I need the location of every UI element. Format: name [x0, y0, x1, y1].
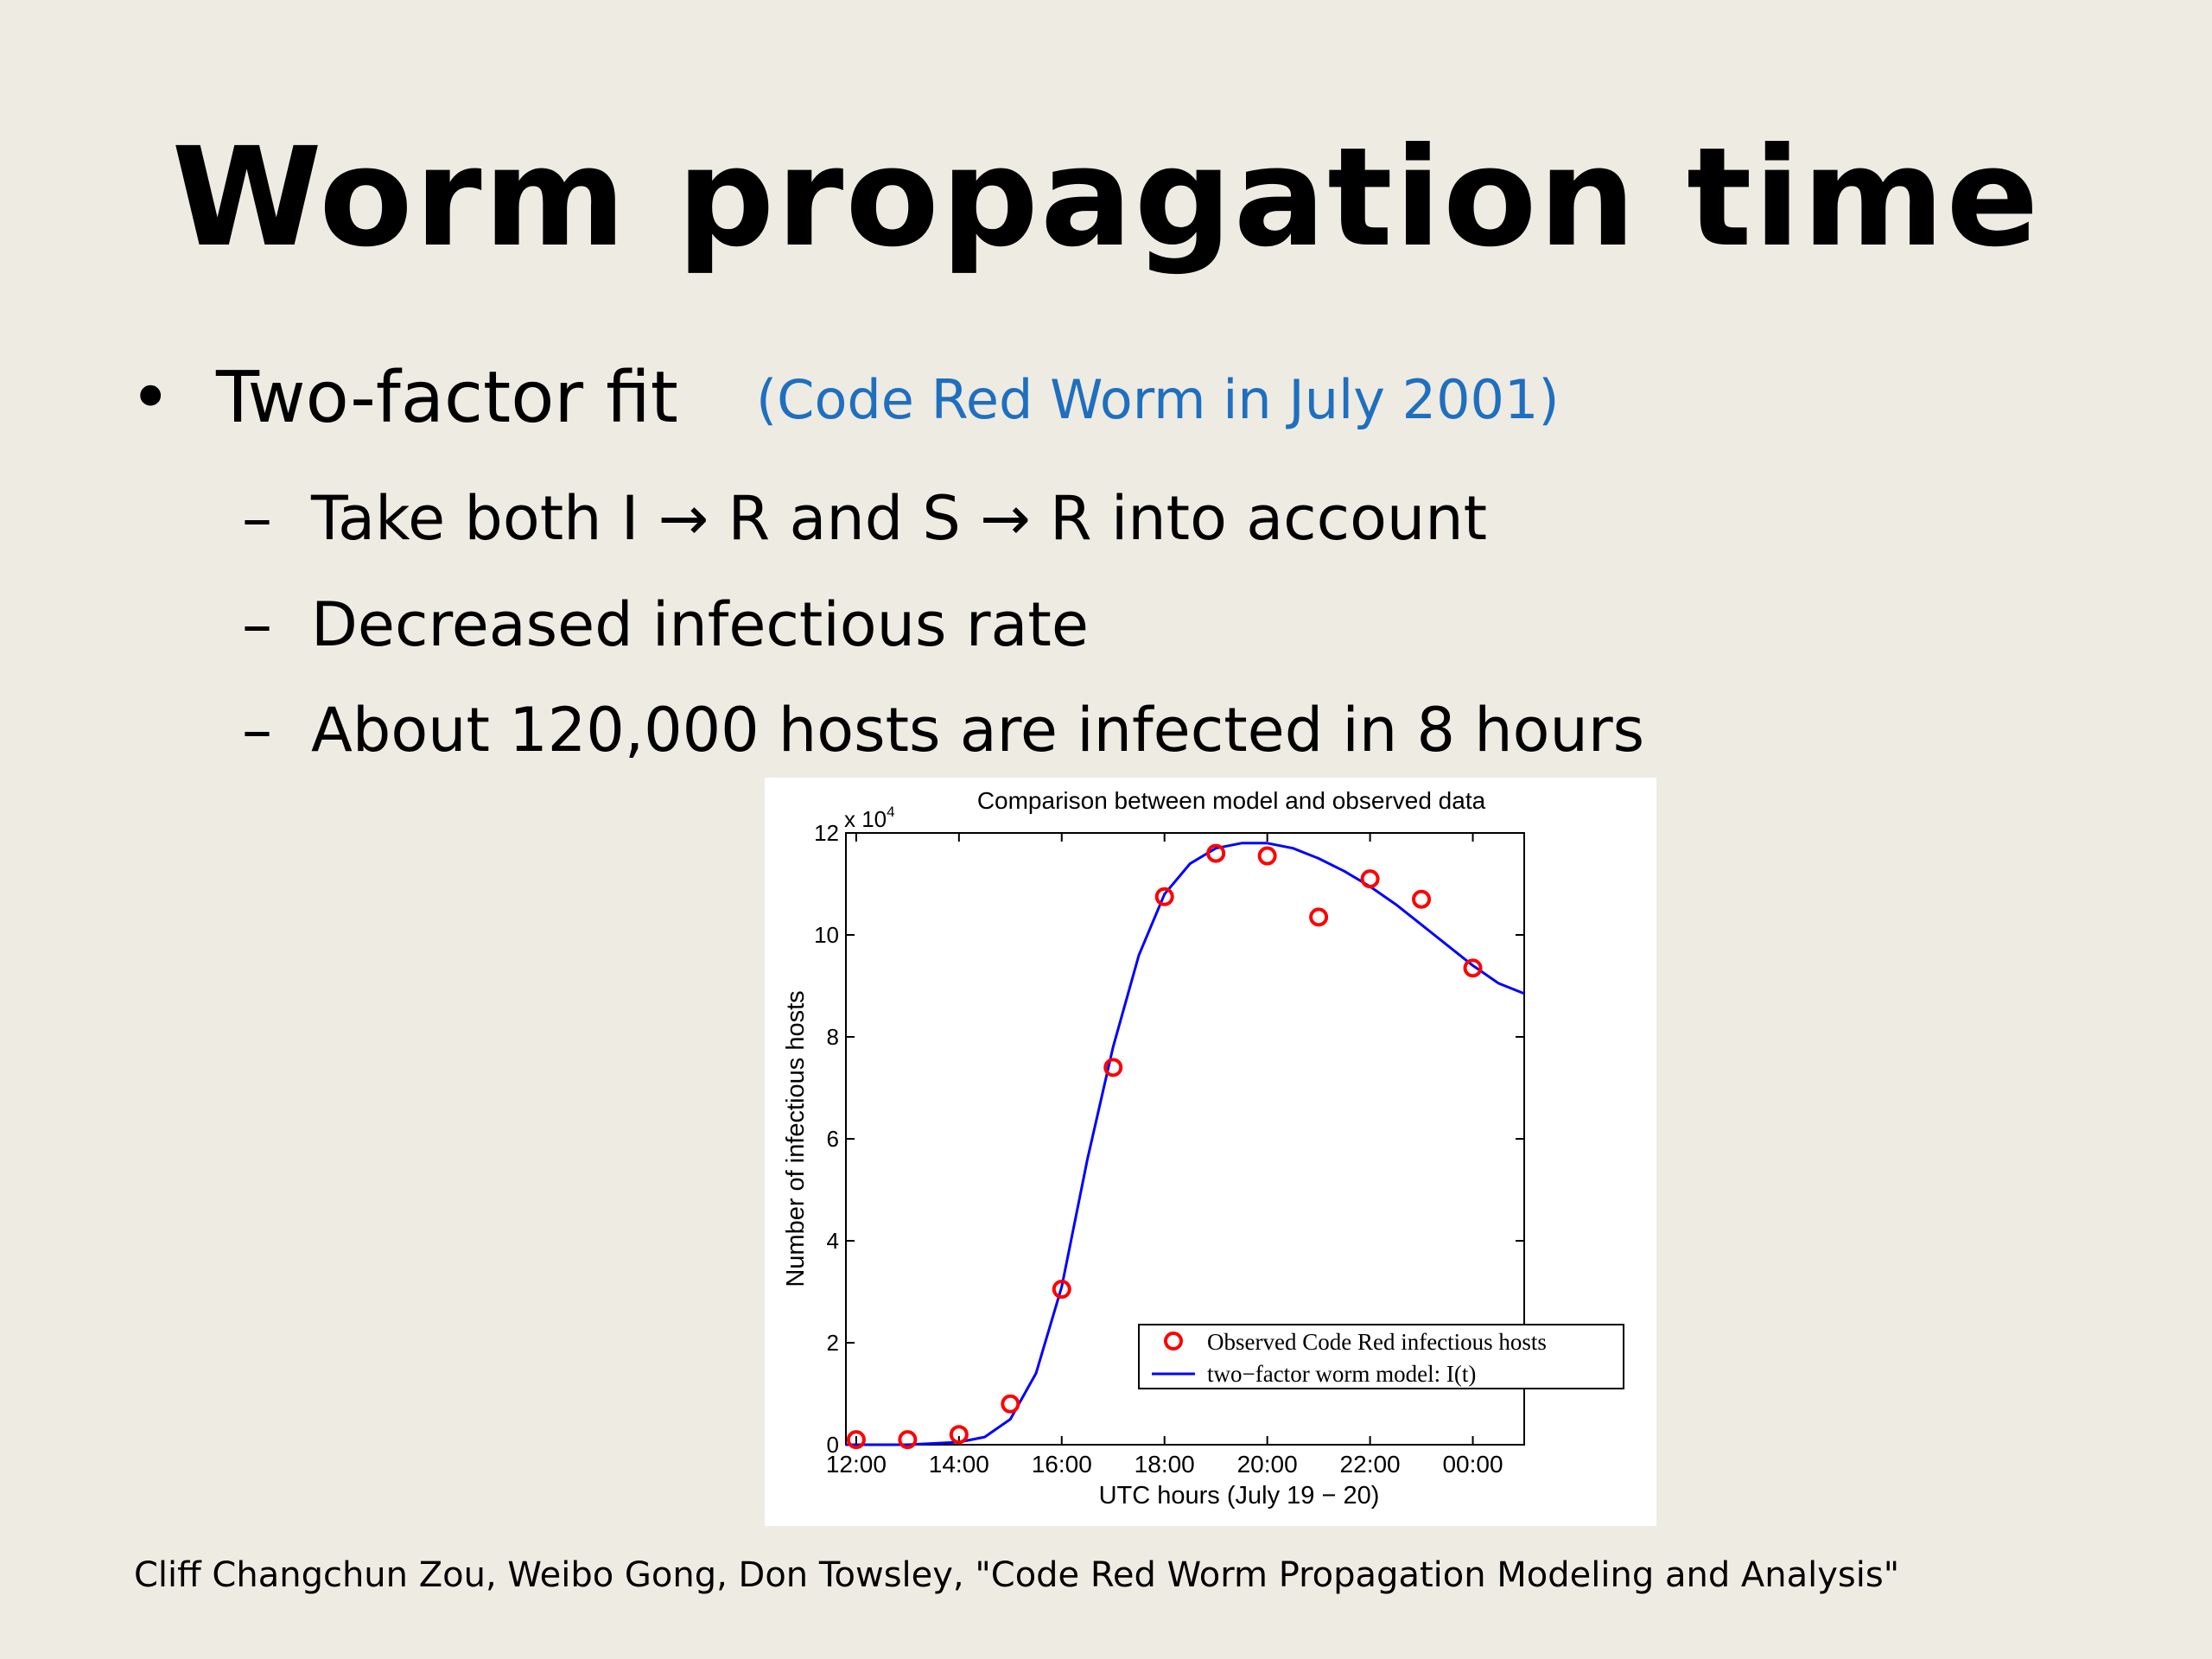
- y-tick-label: 0: [827, 1432, 839, 1458]
- sub-bullet: – Take both I → R and S → R into account: [242, 488, 1487, 549]
- x-tick-label: 16:00: [1032, 1451, 1092, 1478]
- legend-label-observed: Observed Code Red infectious hosts: [1207, 1329, 1547, 1355]
- bullet-main: • Two-factor fit (Code Red Worm in July 20…: [130, 363, 1560, 434]
- y-tick-label: 12: [814, 820, 839, 846]
- observed-point: [1052, 1280, 1071, 1300]
- chart-title: Comparison between model and observed da…: [977, 787, 1486, 814]
- observed-point: [1206, 843, 1226, 863]
- sub-bullet-dash: –: [242, 589, 272, 660]
- sub-bullet: – Decreased infectious rate: [242, 594, 1089, 655]
- observed-point: [846, 1430, 866, 1450]
- y-tick-label: 10: [814, 922, 839, 948]
- y-tick-label: 2: [827, 1330, 839, 1356]
- sub-bullet-text: About 120,000 hosts are infected in 8 ho…: [311, 695, 1645, 766]
- observed-point: [1360, 869, 1380, 889]
- observed-point: [1001, 1394, 1020, 1414]
- x-tick-label: 18:00: [1135, 1451, 1195, 1478]
- citation: Cliff Changchun Zou, Weibo Gong, Don Tow…: [134, 1555, 1900, 1595]
- bullet-main-text: Two-factor fit: [216, 357, 678, 439]
- legend: Observed Code Red infectious hosts two−f…: [1138, 1324, 1624, 1389]
- sub-bullet: – About 120,000 hosts are infected in 8 h…: [242, 700, 1644, 760]
- y-tick-label: 8: [827, 1024, 839, 1050]
- x-axis-label: UTC hours (July 19 − 20): [1099, 1482, 1380, 1510]
- bullet-main-note: (Code Red Worm in July 2001): [755, 368, 1560, 431]
- legend-label-model: two−factor worm model: I(t): [1207, 1361, 1476, 1387]
- observed-point: [898, 1430, 918, 1450]
- y-axis-label: Number of infectious hosts: [782, 990, 810, 1287]
- observed-point: [1103, 1058, 1123, 1077]
- observed-point: [949, 1425, 969, 1445]
- x-tick-label: 14:00: [929, 1451, 989, 1478]
- sub-bullet-text: Take both I → R and S → R into account: [311, 483, 1488, 554]
- sub-bullet-text: Decreased infectious rate: [311, 589, 1089, 660]
- y-axis: 0 2 4 6 8 10 12: [814, 820, 1524, 1458]
- y-multiplier-exponent: 4: [887, 804, 894, 820]
- y-multiplier: x 104: [844, 804, 895, 832]
- bullet-dot: •: [130, 357, 172, 439]
- chart-svg: Comparison between model and observed da…: [782, 787, 1624, 1510]
- y-tick-label: 4: [827, 1228, 839, 1254]
- sub-bullet-dash: –: [242, 483, 272, 554]
- slide-title: Worm propagation time: [171, 118, 2041, 277]
- x-tick-label: 20:00: [1237, 1451, 1298, 1478]
- observed-point: [1257, 846, 1277, 866]
- sub-bullet-dash: –: [242, 695, 272, 766]
- x-tick-label: 00:00: [1442, 1451, 1503, 1478]
- observed-point: [1412, 889, 1432, 909]
- x-tick-label: 22:00: [1340, 1451, 1401, 1478]
- model-curve: [846, 842, 1525, 1446]
- series-layer: [846, 842, 1525, 1450]
- x-tick-label: 12:00: [826, 1451, 887, 1478]
- observed-point: [1309, 907, 1329, 927]
- y-multiplier-base: x 10: [844, 806, 887, 832]
- legend-box: [1138, 1324, 1624, 1389]
- legend-marker-observed: [1164, 1332, 1183, 1351]
- observed-point: [1463, 958, 1483, 978]
- x-axis: 12:00 14:00 16:00 18:00 20:00 22:00 00:00: [826, 833, 1503, 1478]
- observed-point: [1154, 887, 1174, 906]
- y-tick-label: 6: [827, 1126, 839, 1152]
- chart-figure: Comparison between model and observed da…: [765, 778, 1656, 1526]
- bullet-list: • Two-factor fit (Code Red Worm in July 20…: [130, 363, 1644, 761]
